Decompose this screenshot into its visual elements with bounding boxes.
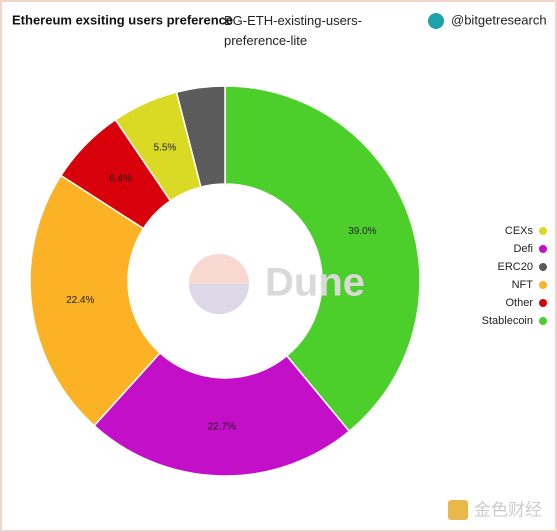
slice [29, 174, 162, 427]
data-label: 22.7% [208, 422, 236, 433]
logo-bottom [189, 284, 249, 314]
data-label: 22.4% [66, 295, 94, 306]
legend-label: CEXs [505, 225, 534, 237]
logo-top [189, 254, 249, 284]
legend-swatch [539, 227, 547, 235]
data-label: 6.4% [109, 174, 132, 185]
slice [175, 85, 226, 188]
legend-label: NFT [512, 279, 534, 291]
watermark: Dune [265, 261, 365, 305]
chart-subtitle: BG-ETH-existing-users-preference-lite [224, 13, 362, 48]
source-icon [448, 500, 468, 520]
legend-swatch [539, 299, 547, 307]
legend-label: ERC20 [498, 261, 533, 273]
slice [93, 351, 351, 477]
slice [224, 85, 421, 433]
donut [29, 85, 421, 477]
data-label: 5.5% [154, 143, 177, 154]
legend-swatch [539, 245, 547, 253]
legend-swatch [539, 281, 547, 289]
chart-title: Ethereum exsiting users preference [12, 12, 233, 27]
subtitle-box: BG-ETH-existing-users-preference-lite [224, 13, 362, 48]
avatar [428, 13, 444, 29]
legend-label: Stablecoin [482, 315, 533, 327]
source-logo: 金色财经 [474, 500, 542, 519]
legend-swatch [539, 317, 547, 325]
legend-label: Other [505, 297, 533, 309]
legend-swatch [539, 263, 547, 271]
legend-label: Defi [513, 243, 533, 255]
data-label: 39.0% [348, 226, 376, 237]
watermark-logo [189, 254, 249, 314]
author: @bitgetresearch [451, 12, 547, 27]
